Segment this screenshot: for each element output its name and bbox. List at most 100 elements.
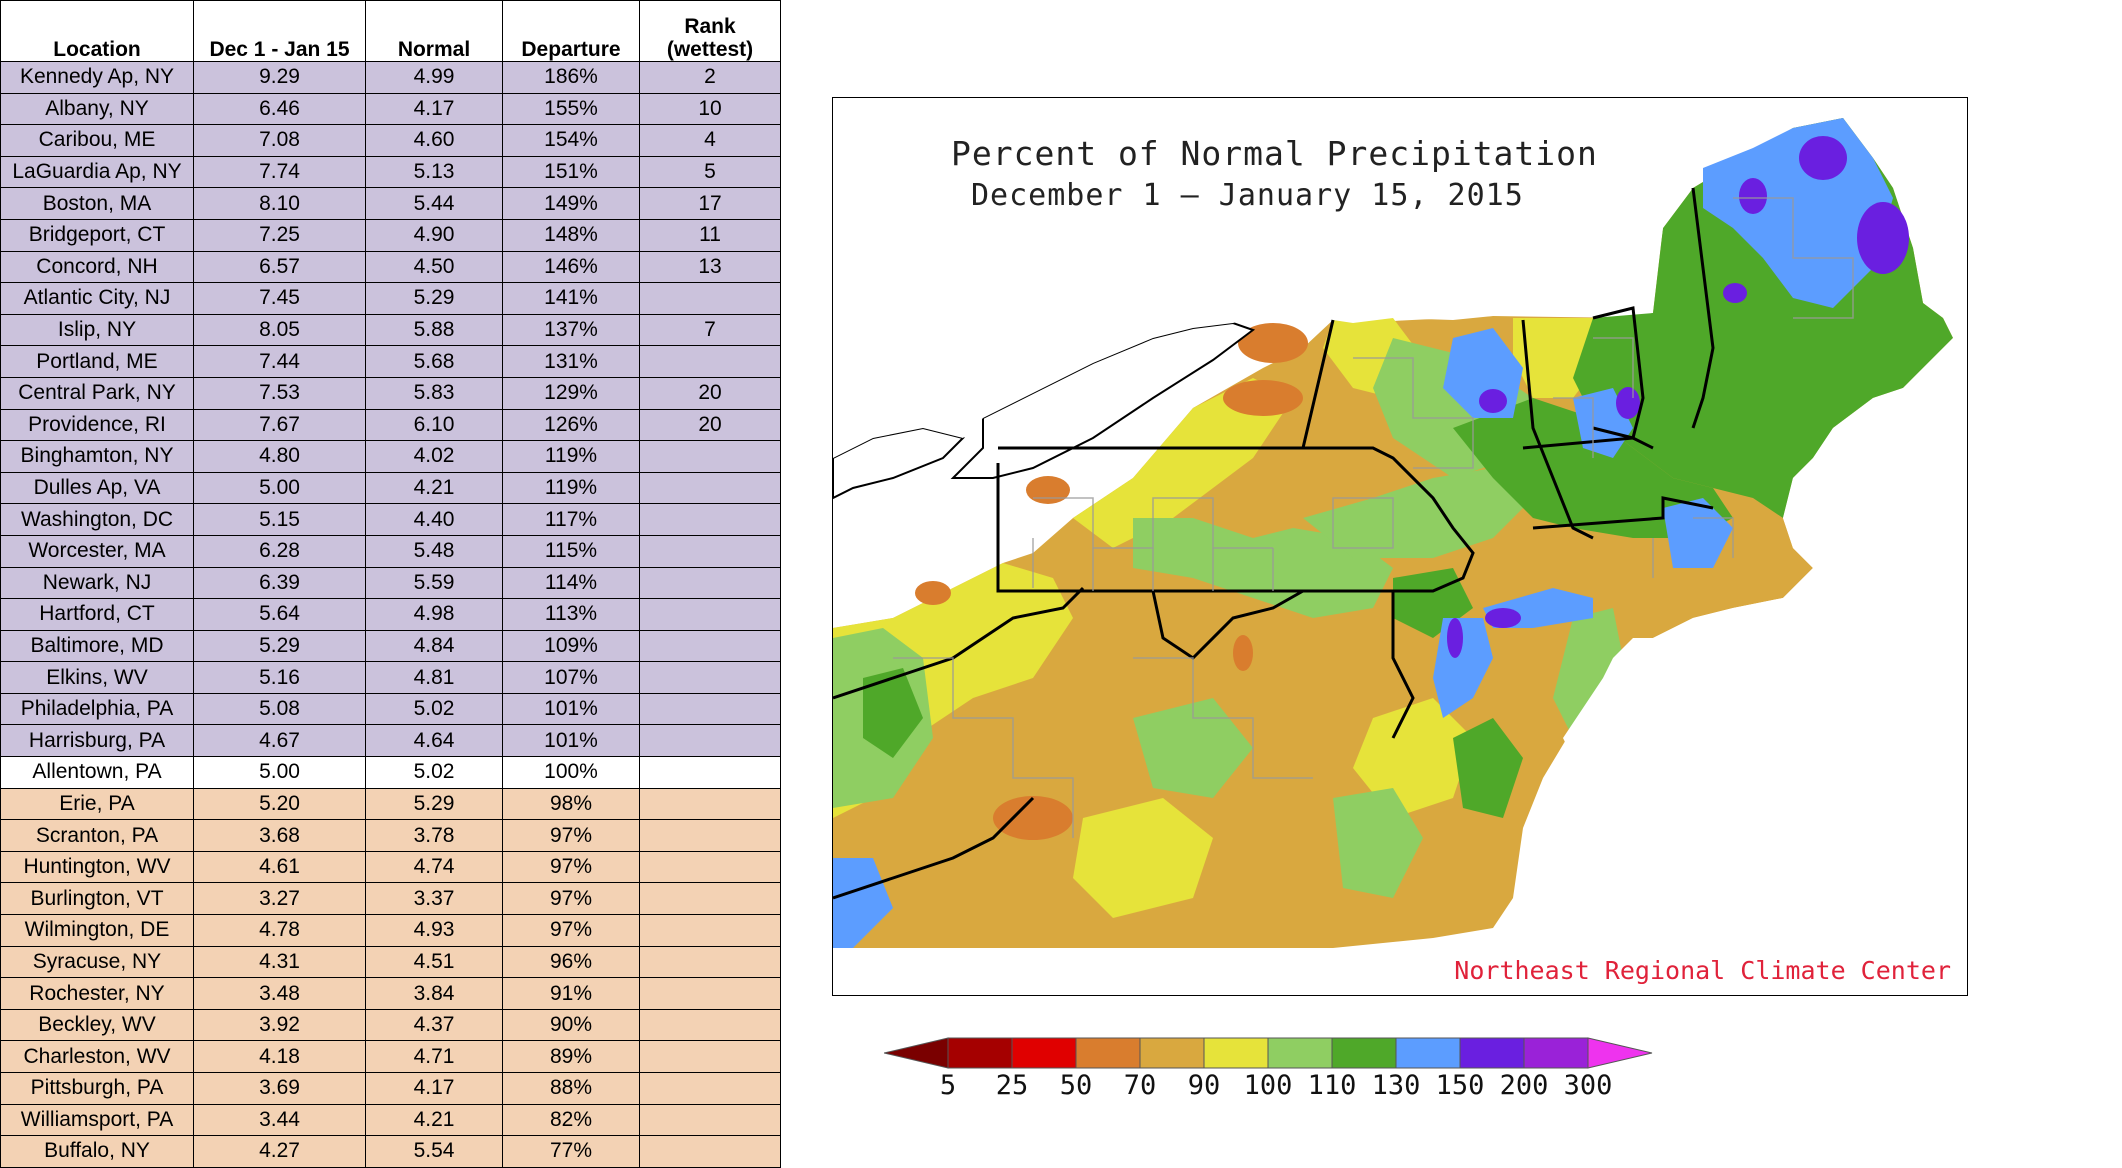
header-location: Location <box>0 0 194 62</box>
table-body: Kennedy Ap, NY 9.29 4.99 186% 2 Albany, NY 6.4… <box>0 61 781 1168</box>
cell-period-value: 6.57 <box>193 250 366 284</box>
cell-departure: 89% <box>502 1040 640 1073</box>
cell-normal: 4.21 <box>365 471 503 505</box>
cell-location: Worcester, MA <box>0 534 194 568</box>
map-state-borders <box>833 187 1715 900</box>
cell-location: Hartford, CT <box>0 598 194 631</box>
cell-departure: 98% <box>502 787 640 821</box>
cell-normal: 5.02 <box>365 692 503 726</box>
cell-rank: 10 <box>639 92 781 126</box>
cell-period-value: 5.20 <box>193 787 366 821</box>
cell-rank <box>639 1072 781 1105</box>
cell-departure: 129% <box>502 376 640 410</box>
cell-period-value: 3.27 <box>193 882 366 916</box>
cell-normal: 4.98 <box>365 598 503 631</box>
map-canvas <box>833 98 1967 995</box>
cell-departure: 114% <box>502 566 640 600</box>
map-subtitle: December 1 — January 15, 2015 <box>971 178 1524 213</box>
color-legend: 5 25 50 70 90 100 110 130 150 200 300 <box>883 1036 1944 1146</box>
cell-departure: 155% <box>502 92 640 126</box>
cell-departure: 101% <box>502 724 640 758</box>
cell-period-value: 8.05 <box>193 313 366 347</box>
cell-rank <box>639 566 781 600</box>
legend-label: 130 <box>1371 1070 1421 1101</box>
cell-rank <box>639 1103 781 1137</box>
cell-normal: 3.84 <box>365 977 503 1010</box>
cell-departure: 91% <box>502 977 640 1010</box>
cell-location: Albany, NY <box>0 92 194 126</box>
cell-rank <box>639 787 781 821</box>
cell-rank <box>639 534 781 568</box>
table-row: Dulles Ap, VA 5.00 4.21 119% <box>0 471 781 505</box>
cell-rank <box>639 977 781 1010</box>
table-row: Atlantic City, NJ 7.45 5.29 141% <box>0 282 781 315</box>
header-rank-line1: Rank <box>684 15 736 38</box>
cell-normal: 5.48 <box>365 534 503 568</box>
cell-period-value: 5.00 <box>193 756 366 789</box>
cell-rank <box>639 629 781 663</box>
cell-rank <box>639 345 781 378</box>
cell-normal: 5.83 <box>365 376 503 410</box>
table-header-row: Location Dec 1 - Jan 15 Normal Departure… <box>0 0 781 62</box>
legend-swatch <box>1075 1037 1141 1069</box>
table-row: Albany, NY 6.46 4.17 155% 10 <box>0 92 781 126</box>
cell-normal: 4.21 <box>365 1103 503 1137</box>
cell-period-value: 5.08 <box>193 692 366 726</box>
cell-normal: 4.50 <box>365 250 503 284</box>
cell-location: Atlantic City, NJ <box>0 282 194 315</box>
cell-location: Burlington, VT <box>0 882 194 916</box>
cell-normal: 5.68 <box>365 345 503 378</box>
table-row: Caribou, ME 7.08 4.60 154% 4 <box>0 124 781 157</box>
cell-location: Allentown, PA <box>0 756 194 789</box>
legend-label: 200 <box>1499 1070 1549 1101</box>
cell-departure: 137% <box>502 313 640 347</box>
cell-period-value: 7.67 <box>193 408 366 442</box>
table-row: Hartford, CT 5.64 4.98 113% <box>0 598 781 631</box>
cell-location: Portland, ME <box>0 345 194 378</box>
cell-rank <box>639 850 781 884</box>
cell-departure: 113% <box>502 598 640 631</box>
cell-rank: 4 <box>639 124 781 157</box>
cell-departure: 97% <box>502 914 640 947</box>
map-water-bodies <box>833 98 1967 995</box>
cell-normal: 5.88 <box>365 313 503 347</box>
header-departure: Departure <box>502 0 640 62</box>
cell-period-value: 5.15 <box>193 503 366 536</box>
cell-rank <box>639 1135 781 1168</box>
cell-period-value: 8.10 <box>193 187 366 220</box>
cell-departure: 141% <box>502 282 640 315</box>
cell-departure: 82% <box>502 1103 640 1137</box>
cell-normal: 4.93 <box>365 914 503 947</box>
precipitation-table: Location Dec 1 - Jan 15 Normal Departure… <box>0 0 781 1168</box>
cell-departure: 186% <box>502 61 640 94</box>
table-row: Washington, DC 5.15 4.40 117% <box>0 503 781 536</box>
table-row: Harrisburg, PA 4.67 4.64 101% <box>0 724 781 758</box>
table-row: Binghamton, NY 4.80 4.02 119% <box>0 440 781 473</box>
table-row: LaGuardia Ap, NY 7.74 5.13 151% 5 <box>0 155 781 189</box>
cell-departure: 115% <box>502 534 640 568</box>
cell-rank <box>639 724 781 758</box>
cell-departure: 97% <box>502 850 640 884</box>
cell-rank <box>639 1008 781 1042</box>
cell-period-value: 7.44 <box>193 345 366 378</box>
cell-normal: 5.44 <box>365 187 503 220</box>
legend-label: 70 <box>1123 1070 1157 1101</box>
cell-location: Wilmington, DE <box>0 914 194 947</box>
table-row: Syracuse, NY 4.31 4.51 96% <box>0 945 781 979</box>
cell-normal: 3.78 <box>365 819 503 852</box>
header-rank-line2: (wettest) <box>666 38 754 61</box>
cell-normal: 4.02 <box>365 440 503 473</box>
cell-rank: 11 <box>639 218 781 252</box>
cell-rank <box>639 282 781 315</box>
cell-period-value: 7.53 <box>193 376 366 410</box>
cell-normal: 4.99 <box>365 61 503 94</box>
cell-normal: 4.40 <box>365 503 503 536</box>
header-normal: Normal <box>365 0 503 62</box>
cell-period-value: 5.29 <box>193 629 366 663</box>
cell-rank: 2 <box>639 61 781 94</box>
cell-normal: 5.59 <box>365 566 503 600</box>
cell-departure: 117% <box>502 503 640 536</box>
cell-location: Williamsport, PA <box>0 1103 194 1137</box>
cell-normal: 5.29 <box>365 282 503 315</box>
cell-departure: 109% <box>502 629 640 663</box>
